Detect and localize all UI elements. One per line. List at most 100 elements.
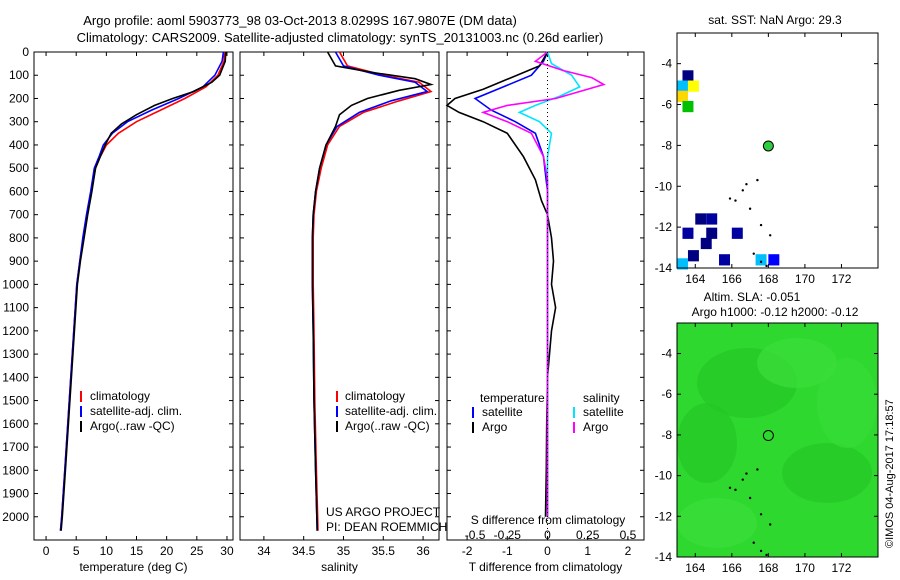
x-tick-label: 5 (73, 544, 80, 558)
y-tick-label: -14 (655, 261, 673, 275)
legend-label: satellite-adj. clim. (90, 404, 182, 418)
x-tick-label: 166 (722, 272, 742, 286)
secondary-x-tick-label: -0.5 (465, 528, 486, 542)
legend-label: Argo(..raw -QC) (90, 419, 175, 433)
island (752, 541, 755, 544)
island (734, 488, 737, 492)
sst-cell (755, 254, 767, 266)
island (756, 178, 759, 182)
y-tick-label: -4 (661, 57, 672, 71)
island (748, 207, 752, 210)
sst-cell (677, 258, 688, 270)
island (765, 264, 768, 268)
legend-label: climatology (90, 389, 150, 403)
sst-cell (682, 100, 694, 113)
x-tick-label: 172 (831, 272, 851, 286)
x-tick-label: 1 (584, 544, 591, 558)
sst-map: sat. SST: NaN Argo: 29.3 164 166 168 170 172 -… (655, 13, 879, 286)
y-tick-label: 500 (9, 161, 29, 175)
secondary-x-axis-label: S difference from climatology (471, 513, 626, 527)
y-tick-label: 200 (9, 91, 29, 105)
y-tick-label: -12 (655, 220, 673, 234)
x-tick-label: 170 (795, 561, 815, 575)
sla-patch (817, 358, 877, 448)
x-tick-label: 168 (758, 272, 778, 286)
y-tick-label: 1800 (2, 463, 29, 477)
imos-watermark: ©IMOS 04-Aug-2017 17:18:57 (884, 399, 896, 548)
y-tick-label: 300 (9, 115, 29, 129)
sst-cell (706, 213, 718, 225)
x-tick-label: 25 (190, 544, 204, 558)
x-tick-label: 170 (795, 272, 815, 286)
x-tick-label: -1 (502, 544, 513, 558)
y-tick-label: 1400 (2, 370, 29, 384)
x-tick-label: 166 (722, 561, 742, 575)
legend-label: satellite (482, 405, 523, 419)
island (759, 223, 763, 227)
x-tick-label: 34 (257, 544, 271, 558)
sla-patch (782, 443, 872, 503)
sst-cell (687, 250, 699, 262)
map-title: Argo h1000: -0.12 h2000: -0.12 (692, 305, 859, 319)
x-tick-label: 164 (685, 272, 705, 286)
legend-label: climatology (345, 389, 405, 403)
y-tick-label: -10 (655, 469, 673, 483)
legend-title: salinity (583, 391, 620, 405)
x-tick-label: 34.5 (292, 544, 316, 558)
credit-line2: PI: DEAN ROEMMICH (326, 520, 447, 534)
x-tick-label: 168 (758, 561, 778, 575)
island (734, 199, 737, 202)
sst-cell (731, 227, 743, 239)
x-tick-label: 0 (43, 544, 50, 558)
x-tick-label: 164 (685, 561, 705, 575)
series-line (311, 51, 435, 531)
series-line (445, 51, 557, 517)
difference-chart: -2 -1 0 1 2T difference from climatology S di… (445, 51, 645, 574)
sst-cell (687, 80, 699, 92)
legend-title: temperature (480, 391, 545, 405)
island (745, 183, 748, 186)
salinity-chart: 34 34.5 35 35.5 36 salinity climatologysatelli… (239, 51, 440, 574)
island (741, 189, 744, 192)
y-tick-label: -6 (661, 98, 672, 112)
y-tick-label: 1500 (2, 394, 29, 408)
y-tick-label: 900 (9, 254, 29, 268)
credit-line1: US ARGO PROJECT (326, 505, 441, 519)
island (745, 472, 748, 475)
x-tick-label: 15 (130, 544, 144, 558)
y-tick-label: 1100 (3, 301, 29, 315)
map-frame (676, 322, 879, 558)
secondary-x-tick-label: 0 (544, 528, 551, 542)
x-tick-label: 20 (160, 544, 174, 558)
plot-frame (239, 51, 440, 541)
plot-frame (446, 51, 645, 541)
series-line (480, 51, 606, 517)
island (741, 478, 744, 481)
x-tick-label: 30 (220, 544, 234, 558)
figure-title-line1: Argo profile: aoml 5903773_98 03-Oct-201… (83, 13, 517, 28)
figure-title-line2: Climatology: CARS2009. Satellite-adjuste… (77, 30, 604, 45)
x-tick-label: 10 (100, 544, 114, 558)
map-title: sat. SST: NaN Argo: 29.3 (708, 13, 842, 27)
island (768, 523, 772, 526)
sla-patch (677, 403, 737, 483)
y-tick-label: 1900 (2, 487, 29, 501)
sst-cell (719, 254, 730, 266)
x-tick-label: 36 (416, 544, 430, 558)
sst-cell (768, 254, 780, 266)
legend-label: Argo (482, 420, 508, 434)
island (759, 549, 763, 553)
sst-cell (695, 213, 707, 225)
island (759, 513, 763, 516)
y-tick-label: 1700 (2, 440, 29, 454)
temperature-chart: 0 5 10 15 20 25 300100200300400500600700800900… (2, 45, 234, 574)
y-tick-label: -6 (661, 387, 672, 401)
x-tick-label: 172 (831, 561, 851, 575)
sst-cell (706, 227, 718, 239)
y-tick-label: 2000 (2, 510, 29, 524)
y-tick-label: -12 (655, 509, 673, 523)
x-tick-label: 35 (337, 544, 351, 558)
map-title: Altim. SLA: -0.051 (704, 290, 801, 304)
